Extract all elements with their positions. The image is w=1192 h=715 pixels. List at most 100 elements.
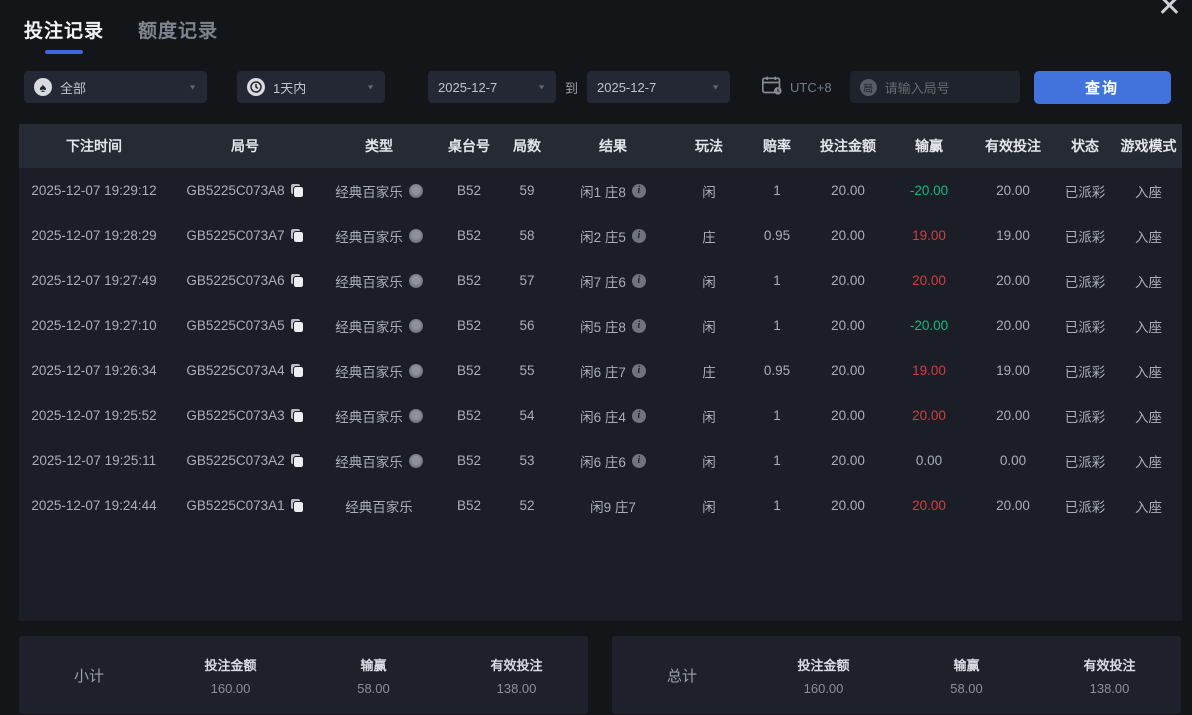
copy-icon[interactable] (290, 498, 304, 513)
table-row[interactable]: 2025-12-07 19:24:44 GB5225C073A1 经典百家乐 B… (19, 483, 1182, 528)
result-info-icon[interactable]: i (631, 363, 646, 378)
copy-icon[interactable] (290, 318, 304, 333)
cell-valid-bet: 20.00 (996, 498, 1030, 513)
table-header-cell: 状态 (1071, 138, 1099, 154)
cell-win-loss: 0.00 (915, 453, 943, 468)
cell-game-mode: 入座 (1135, 319, 1162, 335)
cell-bet-time: 2025-12-07 19:29:12 (31, 183, 157, 198)
cell-round-id: GB5225C073A5 (169, 318, 321, 333)
result-text: 闲6 庄4 (580, 409, 626, 425)
cell-odds: 0.95 (763, 363, 791, 378)
cell-game-type: 经典百家乐 (321, 451, 437, 471)
cell-bet-amount: 20.00 (831, 408, 865, 423)
cell-table-no: B52 (456, 318, 482, 333)
type-badge-icon[interactable] (408, 363, 423, 378)
game-type-text: 经典百家乐 (335, 454, 403, 470)
cell-table-no: B52 (456, 408, 482, 423)
to-label: 到 (565, 80, 579, 96)
result-info-icon[interactable]: i (631, 183, 646, 198)
cell-result: 闲5 庄8 i (553, 316, 673, 336)
table-row[interactable]: 2025-12-07 19:28:29 GB5225C073A7 经典百家乐 B… (19, 213, 1182, 258)
table-row[interactable]: 2025-12-07 19:25:52 GB5225C073A3 经典百家乐 B… (19, 393, 1182, 438)
table-row[interactable]: 2025-12-07 19:25:11 GB5225C073A2 经典百家乐 B… (19, 438, 1182, 483)
cell-game-type: 经典百家乐 (321, 181, 437, 201)
filter-bar: ♠ 全部 ▼ 1天内 ▼ 2025-12-7 ▼ 到 2025-12-7 ▼ U (24, 70, 1192, 104)
cell-bet-amount: 20.00 (831, 228, 865, 243)
table-row[interactable]: 2025-12-07 19:27:10 GB5225C073A5 经典百家乐 B… (19, 303, 1182, 348)
table-header-cell: 局数 (513, 138, 541, 154)
result-info-icon[interactable]: i (631, 228, 646, 243)
round-id-text: GB5225C073A3 (186, 408, 285, 423)
result-info-icon[interactable]: i (631, 318, 646, 333)
tab-bar: 投注记录 额度记录 (0, 0, 1192, 54)
copy-icon[interactable] (290, 363, 304, 378)
copy-icon[interactable] (290, 228, 304, 243)
table-body: 2025-12-07 19:29:12 GB5225C073A8 经典百家乐 B… (19, 168, 1182, 528)
table-row[interactable]: 2025-12-07 19:27:49 GB5225C073A6 经典百家乐 B… (19, 258, 1182, 303)
cell-game-mode: 入座 (1135, 454, 1162, 470)
cell-round-no: 54 (519, 408, 535, 423)
cell-table-no: B52 (456, 228, 482, 243)
copy-icon[interactable] (290, 183, 304, 198)
game-type-dropdown[interactable]: ♠ 全部 ▼ (24, 71, 207, 103)
cell-result: 闲6 庄7 i (553, 361, 673, 381)
copy-icon[interactable] (290, 273, 304, 288)
cell-win-loss: 19.00 (912, 363, 946, 378)
cell-round-no: 56 (519, 318, 535, 333)
close-icon[interactable]: ✕ (1156, 0, 1182, 23)
result-text: 闲5 庄8 (580, 319, 626, 335)
result-text: 闲9 庄7 (590, 499, 636, 515)
cell-game-mode: 入座 (1135, 229, 1162, 245)
calendar-clock-icon (761, 75, 783, 100)
cell-game-type: 经典百家乐 (321, 496, 437, 516)
table-header-cell: 下注时间 (66, 138, 122, 154)
cell-bet-time: 2025-12-07 19:27:10 (31, 318, 157, 333)
cell-play-type: 闲 (702, 409, 716, 425)
result-info-icon[interactable]: i (631, 408, 646, 423)
type-badge-icon[interactable] (408, 453, 423, 468)
type-badge-icon[interactable] (408, 408, 423, 423)
type-badge-icon[interactable] (408, 183, 423, 198)
cell-bet-amount: 20.00 (831, 318, 865, 333)
tab-quota-records[interactable]: 额度记录 (138, 16, 218, 43)
tab-bet-records[interactable]: 投注记录 (24, 16, 104, 54)
cell-play-type: 闲 (702, 454, 716, 470)
table-header-cell: 局号 (231, 138, 259, 154)
round-number-input[interactable]: 局 请输入局号 (849, 71, 1020, 103)
timezone-label: UTC+8 (790, 79, 832, 95)
table-row[interactable]: 2025-12-07 19:26:34 GB5225C073A4 经典百家乐 B… (19, 348, 1182, 393)
table-header-cell: 投注金额 (820, 138, 876, 154)
result-info-icon[interactable]: i (631, 273, 646, 288)
type-badge-icon[interactable] (408, 273, 423, 288)
timezone-group: UTC+8 (761, 75, 832, 100)
cell-valid-bet: 19.00 (996, 363, 1030, 378)
cell-round-no: 57 (519, 273, 535, 288)
cell-win-loss: 20.00 (912, 273, 946, 288)
table-header-cell: 输赢 (915, 138, 943, 154)
type-badge-icon[interactable] (408, 228, 423, 243)
cell-bet-amount: 20.00 (831, 363, 865, 378)
type-badge-icon[interactable] (408, 318, 423, 333)
cell-result: 闲6 庄6 i (553, 451, 673, 471)
cell-valid-bet: 20.00 (996, 408, 1030, 423)
cell-result: 闲7 庄6 i (553, 271, 673, 291)
cell-round-id: GB5225C073A8 (169, 183, 321, 198)
cell-valid-bet: 19.00 (996, 228, 1030, 243)
copy-icon[interactable] (290, 453, 304, 468)
cell-bet-amount: 20.00 (831, 273, 865, 288)
copy-icon[interactable] (290, 408, 304, 423)
result-text: 闲6 庄6 (580, 454, 626, 470)
chevron-down-icon: ▼ (711, 83, 721, 91)
cell-status: 已派彩 (1064, 499, 1106, 515)
date-to-picker[interactable]: 2025-12-7 ▼ (587, 71, 731, 103)
result-info-icon[interactable]: i (631, 453, 646, 468)
date-from-picker[interactable]: 2025-12-7 ▼ (428, 71, 556, 103)
time-range-dropdown[interactable]: 1天内 ▼ (237, 71, 385, 103)
cell-odds: 1 (773, 453, 781, 468)
query-button[interactable]: 查询 (1033, 70, 1171, 104)
subtotal-valid-bet: 有效投注 138.00 (490, 657, 543, 696)
game-type-text: 经典百家乐 (335, 184, 403, 200)
cell-odds: 1 (773, 498, 781, 513)
cell-play-type: 庄 (702, 229, 716, 245)
table-row[interactable]: 2025-12-07 19:29:12 GB5225C073A8 经典百家乐 B… (19, 168, 1182, 213)
